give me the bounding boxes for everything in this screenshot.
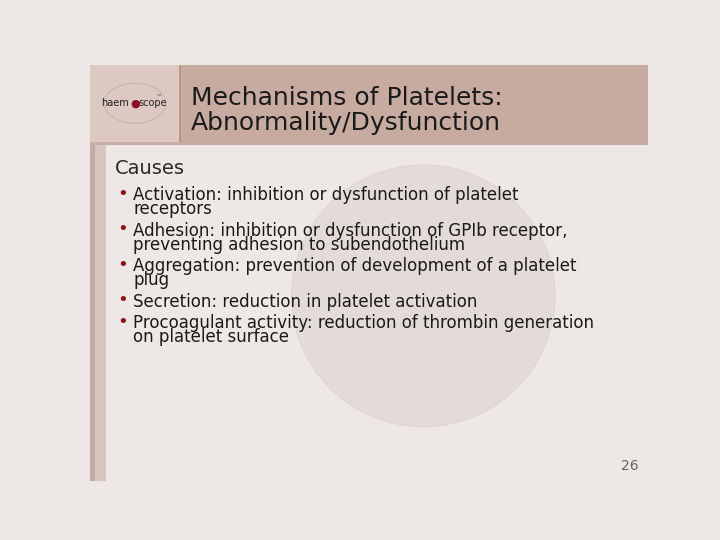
Text: Procoagulant activity: reduction of thrombin generation: Procoagulant activity: reduction of thro… [133, 314, 595, 332]
Text: ●: ● [130, 98, 140, 109]
Text: Adhesion: inhibition or dysfunction of GPIb receptor,: Adhesion: inhibition or dysfunction of G… [133, 222, 568, 240]
Text: Mechanisms of Platelets:: Mechanisms of Platelets: [191, 86, 503, 110]
Text: scope: scope [138, 98, 166, 109]
Text: •: • [117, 291, 128, 309]
Text: •: • [117, 220, 128, 238]
Text: plug: plug [133, 271, 169, 289]
Text: 26: 26 [621, 459, 639, 473]
Text: haem: haem [101, 98, 129, 109]
Bar [90, 65, 648, 142]
Text: Activation: inhibition or dysfunction of platelet: Activation: inhibition or dysfunction of… [133, 186, 519, 205]
Text: •: • [117, 313, 128, 330]
Bar [179, 65, 181, 142]
Text: •: • [117, 185, 128, 203]
Text: Secretion: reduction in platelet activation: Secretion: reduction in platelet activat… [133, 293, 478, 310]
Bar [94, 145, 106, 481]
Text: on platelet surface: on platelet surface [133, 328, 289, 346]
Text: preventing adhesion to subendothelium: preventing adhesion to subendothelium [133, 236, 466, 254]
Text: Abnormality/Dysfunction: Abnormality/Dysfunction [191, 111, 500, 135]
Text: ™: ™ [155, 94, 161, 100]
Text: Aggregation: prevention of development of a platelet: Aggregation: prevention of development o… [133, 257, 577, 275]
Text: Causes: Causes [114, 159, 185, 178]
Text: receptors: receptors [133, 200, 212, 218]
Bar [90, 65, 179, 142]
Bar [90, 145, 94, 481]
Circle shape [292, 165, 555, 427]
Bar [90, 142, 648, 145]
Text: •: • [117, 256, 128, 274]
